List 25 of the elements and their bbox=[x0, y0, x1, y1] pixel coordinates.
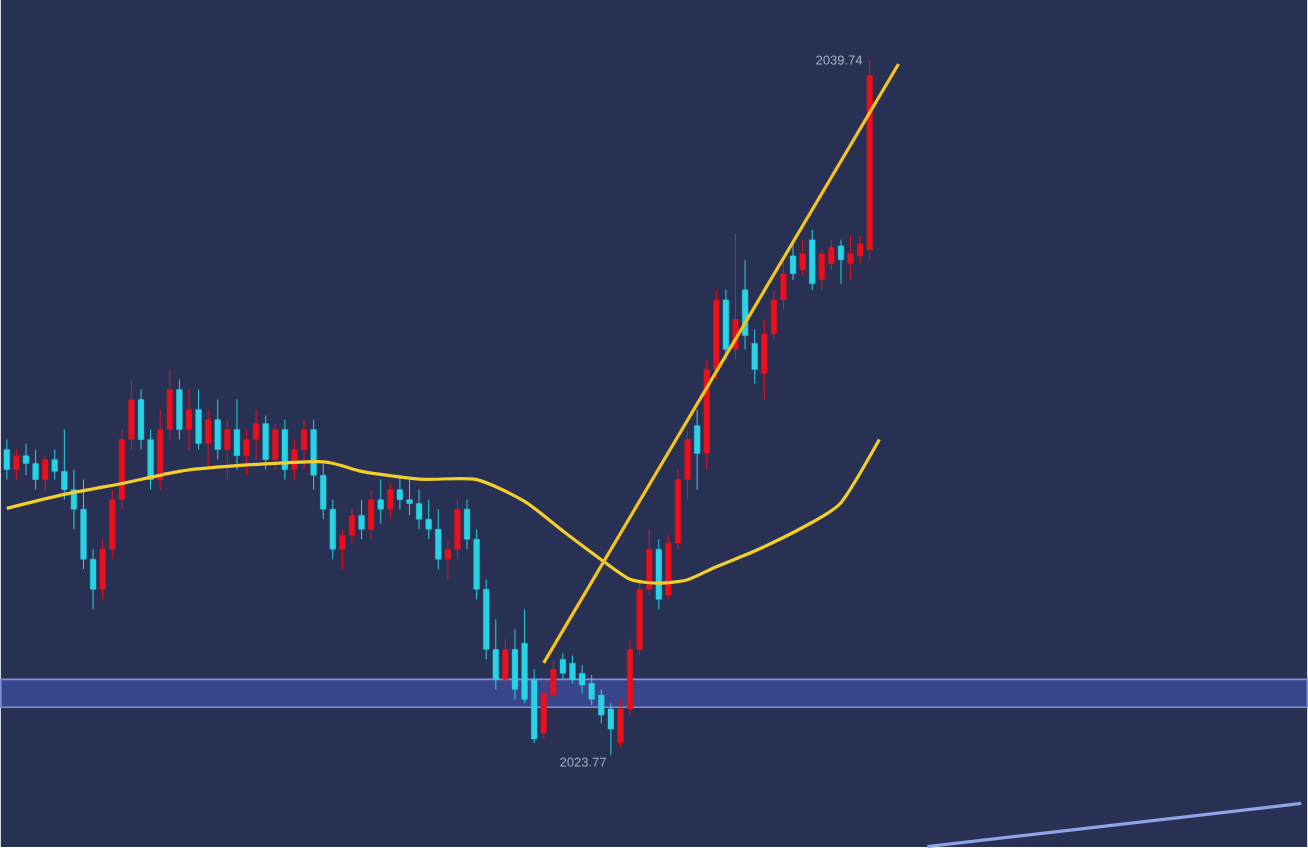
candlestick bbox=[281, 419, 288, 481]
candlestick bbox=[205, 408, 212, 471]
candlestick bbox=[377, 479, 384, 525]
candlestick bbox=[176, 378, 183, 441]
candlestick bbox=[272, 422, 279, 471]
candlestick bbox=[387, 482, 394, 520]
candlestick bbox=[751, 328, 758, 384]
candlestick bbox=[742, 259, 749, 350]
candlestick bbox=[185, 388, 193, 451]
candlestick bbox=[502, 638, 509, 690]
candlestick bbox=[233, 398, 240, 471]
candlestick bbox=[195, 388, 202, 451]
candlestick bbox=[224, 419, 231, 481]
candlestick bbox=[789, 239, 797, 281]
candlestick bbox=[262, 415, 269, 471]
candlestick bbox=[799, 239, 806, 276]
candlestick bbox=[809, 229, 816, 291]
candlestick bbox=[837, 239, 845, 285]
candlestick bbox=[3, 439, 10, 481]
candlestick bbox=[214, 398, 221, 461]
candlestick bbox=[358, 499, 365, 540]
candlestick bbox=[694, 408, 701, 491]
candlestick bbox=[13, 449, 20, 481]
candlestick bbox=[368, 489, 375, 540]
candlestick bbox=[42, 455, 49, 491]
